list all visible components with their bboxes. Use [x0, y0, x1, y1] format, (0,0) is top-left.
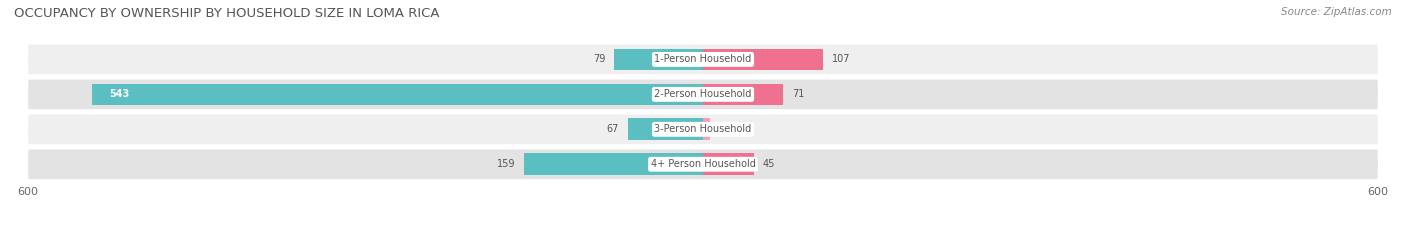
- Bar: [524, 153, 703, 175]
- Bar: [703, 118, 710, 140]
- Text: 79: 79: [593, 55, 605, 64]
- Bar: [703, 49, 824, 70]
- FancyBboxPatch shape: [28, 45, 1378, 74]
- Text: 1-Person Household: 1-Person Household: [654, 55, 752, 64]
- Bar: [703, 153, 754, 175]
- Text: 71: 71: [792, 89, 804, 99]
- Bar: [93, 83, 703, 105]
- FancyBboxPatch shape: [28, 114, 1378, 144]
- Text: 159: 159: [496, 159, 515, 169]
- FancyBboxPatch shape: [28, 79, 1378, 109]
- Text: OCCUPANCY BY OWNERSHIP BY HOUSEHOLD SIZE IN LOMA RICA: OCCUPANCY BY OWNERSHIP BY HOUSEHOLD SIZE…: [14, 7, 440, 20]
- Text: Source: ZipAtlas.com: Source: ZipAtlas.com: [1281, 7, 1392, 17]
- Text: 4+ Person Household: 4+ Person Household: [651, 159, 755, 169]
- Text: 45: 45: [762, 159, 775, 169]
- Bar: [703, 83, 783, 105]
- Text: 6: 6: [718, 124, 725, 134]
- Bar: [614, 49, 703, 70]
- Text: 543: 543: [110, 89, 129, 99]
- Text: 107: 107: [832, 55, 851, 64]
- Text: 67: 67: [606, 124, 619, 134]
- Text: 2-Person Household: 2-Person Household: [654, 89, 752, 99]
- Bar: [627, 118, 703, 140]
- Text: 3-Person Household: 3-Person Household: [654, 124, 752, 134]
- FancyBboxPatch shape: [28, 149, 1378, 179]
